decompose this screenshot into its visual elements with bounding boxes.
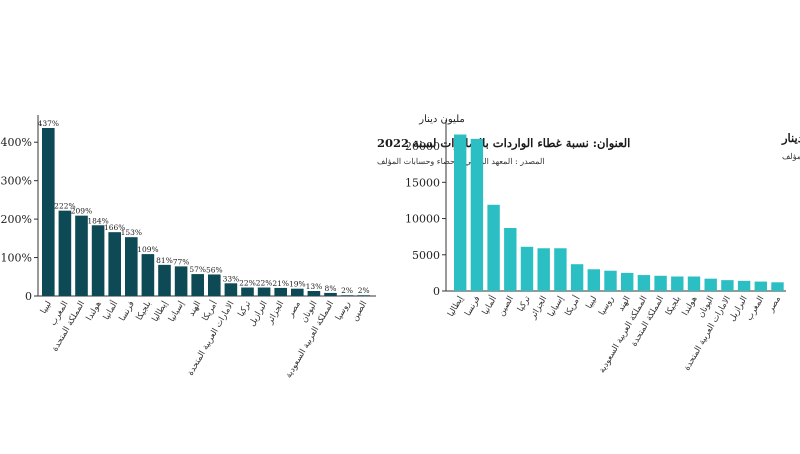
bar <box>241 287 254 296</box>
bar <box>257 287 271 296</box>
bar-value-label: 8% <box>325 284 337 293</box>
bar <box>108 232 121 296</box>
bar <box>191 274 204 296</box>
bar <box>771 282 784 291</box>
bar <box>687 276 701 291</box>
bar <box>174 266 188 296</box>
bar <box>158 264 171 296</box>
bar-value-label: 437% <box>38 119 59 128</box>
trade-volume-chart: 05000100001500020000إيطاليافرنساألمانياا… <box>405 114 800 375</box>
y-tick-label: 100% <box>1 252 32 265</box>
x-tick-label: إسبانيا <box>546 295 566 319</box>
y-tick-label: 15000 <box>405 176 440 189</box>
bar <box>704 278 717 291</box>
bar <box>470 138 484 291</box>
y-tick-label: 400% <box>1 136 32 149</box>
bar <box>754 281 767 291</box>
x-tick-label: ليبيا <box>584 295 599 311</box>
y-tick-label: 20000 <box>405 140 440 153</box>
x-tick-label: إيطاليا <box>150 300 170 324</box>
x-tick-label: الجزائر <box>528 295 549 322</box>
y-tick-label: 5000 <box>412 249 440 262</box>
y-unit-label: مليون دينار <box>418 114 465 125</box>
x-tick-label: إسبانيا <box>167 300 187 324</box>
bar-value-label: 209% <box>71 207 92 216</box>
bar <box>487 204 500 291</box>
chart-subtitle: المصدر : المعهد الوطني للاحصاء وحسابات ا… <box>782 152 800 161</box>
bar-value-label: 22% <box>239 279 256 288</box>
x-tick-label: أمريكا <box>561 293 583 318</box>
bar <box>291 288 304 296</box>
x-tick-label: الهند <box>187 300 204 319</box>
y-tick-label: 300% <box>1 175 32 188</box>
bar <box>91 225 105 296</box>
y-tick-label: 0 <box>25 290 32 303</box>
x-tick-label: روسيا <box>597 295 616 318</box>
bar-value-label: 153% <box>121 228 142 237</box>
bar <box>621 272 634 291</box>
bar-value-label: 22% <box>256 279 273 288</box>
bar <box>554 248 567 291</box>
x-tick-label: مصر <box>766 294 784 315</box>
bar-value-label: 19% <box>289 280 306 289</box>
bar-value-label: 57% <box>189 265 206 274</box>
bar-value-label: 13% <box>306 282 323 291</box>
x-tick-label: الصين <box>350 300 369 323</box>
x-tick-label: إيطاليا <box>446 295 466 319</box>
bar-value-label: 77% <box>173 257 190 266</box>
x-tick-label: الهند <box>616 295 633 314</box>
bar <box>604 270 617 291</box>
bar <box>570 264 584 291</box>
x-tick-label: الصين <box>497 295 516 318</box>
bar <box>324 292 337 296</box>
chart-title: العنوان: نسبة غطاء الواردات بالصادرات لس… <box>377 136 630 151</box>
bar-value-label: 222% <box>54 202 75 211</box>
bar <box>58 210 72 296</box>
bar <box>224 283 238 296</box>
bar-value-label: 166% <box>104 223 125 232</box>
bar-value-label: 2% <box>358 286 370 295</box>
bar <box>721 280 734 291</box>
bar-value-label: 81% <box>156 256 173 265</box>
bar <box>357 295 370 296</box>
bar <box>42 127 55 297</box>
bar-value-label: 21% <box>272 279 289 288</box>
bar <box>537 248 550 291</box>
bar <box>654 275 667 291</box>
bar <box>637 275 651 291</box>
bar-value-label: 109% <box>137 245 158 254</box>
bar <box>737 280 751 291</box>
bar <box>340 295 354 296</box>
bar-value-label: 184% <box>87 216 108 225</box>
bar <box>208 274 221 296</box>
x-tick-label: فرنسا <box>463 295 482 318</box>
bar <box>504 227 517 291</box>
bar-value-label: 56% <box>206 265 223 274</box>
bar <box>454 134 467 291</box>
coverage-ratio-chart: 0100%200%300%400%437%ليبيا222%المغرب209%… <box>1 115 630 380</box>
x-tick-label: بلجيكا <box>664 295 683 318</box>
bar <box>307 291 321 296</box>
y-tick-label: 200% <box>1 213 32 226</box>
chart-title: العنوان : حجم التجارة الخارجية بالمليون … <box>781 131 800 146</box>
x-tick-label: ليبيا <box>39 300 54 316</box>
bar <box>125 237 138 296</box>
bar <box>587 269 600 291</box>
x-tick-label: فرنسا <box>118 300 137 323</box>
y-tick-label: 0 <box>433 285 440 298</box>
x-tick-label: هولندا <box>85 299 104 323</box>
bar <box>671 276 684 291</box>
bar <box>274 287 287 296</box>
bar <box>75 215 88 296</box>
bar <box>520 246 534 291</box>
y-tick-label: 10000 <box>405 213 440 226</box>
bar <box>141 254 155 296</box>
bar-value-label: 2% <box>341 286 353 295</box>
bar-value-label: 33% <box>223 274 240 283</box>
